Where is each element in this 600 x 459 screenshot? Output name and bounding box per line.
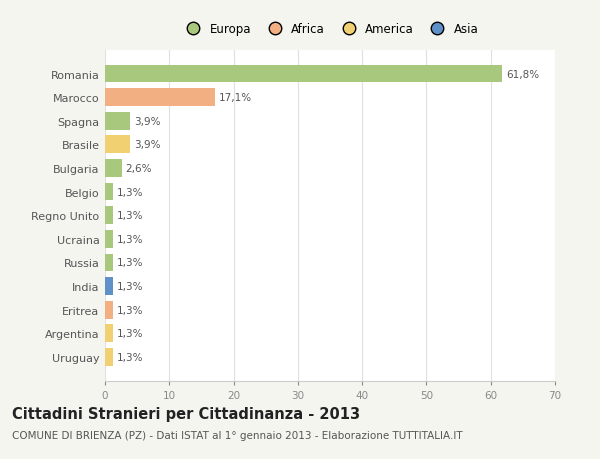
- Bar: [105, 112, 130, 130]
- Text: 1,3%: 1,3%: [117, 234, 144, 244]
- Text: 1,3%: 1,3%: [117, 352, 144, 362]
- Bar: [105, 89, 215, 107]
- Bar: [105, 183, 113, 201]
- Legend: Europa, Africa, America, Asia: Europa, Africa, America, Asia: [176, 18, 484, 41]
- Bar: [105, 136, 130, 154]
- Bar: [105, 278, 113, 295]
- Text: Cittadini Stranieri per Cittadinanza - 2013: Cittadini Stranieri per Cittadinanza - 2…: [12, 406, 360, 421]
- Bar: [105, 160, 122, 178]
- Text: 1,3%: 1,3%: [117, 281, 144, 291]
- Bar: [105, 348, 113, 366]
- Text: 3,9%: 3,9%: [134, 140, 160, 150]
- Bar: [105, 207, 113, 224]
- Bar: [105, 66, 502, 83]
- Text: 3,9%: 3,9%: [134, 117, 160, 127]
- Text: 1,3%: 1,3%: [117, 329, 144, 339]
- Bar: [105, 325, 113, 342]
- Text: 1,3%: 1,3%: [117, 305, 144, 315]
- Text: 1,3%: 1,3%: [117, 187, 144, 197]
- Text: 1,3%: 1,3%: [117, 211, 144, 221]
- Text: 1,3%: 1,3%: [117, 258, 144, 268]
- Bar: [105, 301, 113, 319]
- Bar: [105, 230, 113, 248]
- Bar: [105, 254, 113, 272]
- Text: COMUNE DI BRIENZA (PZ) - Dati ISTAT al 1° gennaio 2013 - Elaborazione TUTTITALIA: COMUNE DI BRIENZA (PZ) - Dati ISTAT al 1…: [12, 431, 463, 441]
- Text: 61,8%: 61,8%: [506, 69, 539, 79]
- Text: 2,6%: 2,6%: [125, 163, 152, 174]
- Text: 17,1%: 17,1%: [219, 93, 252, 103]
